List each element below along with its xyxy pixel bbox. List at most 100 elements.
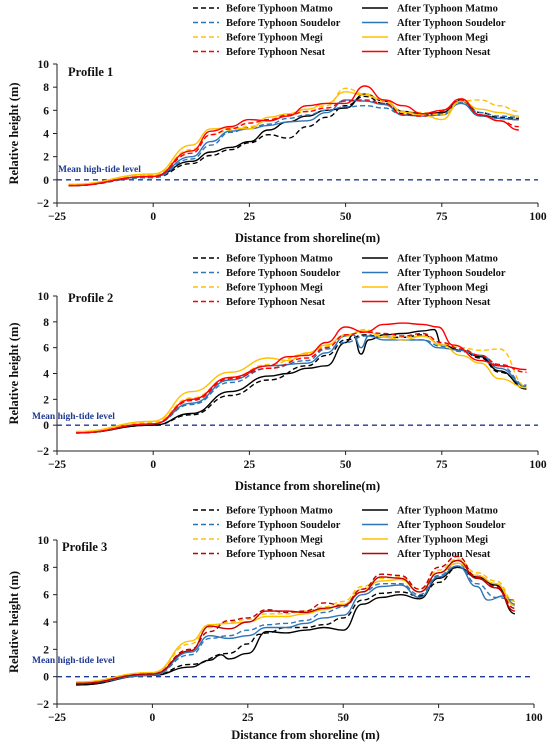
mean-high-tide-label: Mean high-tide level	[58, 165, 141, 175]
x-tick-label: −25	[48, 211, 66, 223]
series-line	[68, 99, 519, 187]
x-axis-label: Distance from shoreline(m)	[235, 479, 380, 493]
legend-entry: Before Typhoon Nesat	[226, 47, 326, 58]
legend-entry: After Typhoon Soudelor	[397, 520, 506, 531]
profile-2-chart: Before Typhoon Matmo After Typhoon Matmo B…	[7, 254, 547, 494]
legend-entry: After Typhoon Matmo	[397, 506, 498, 517]
y-tick-label: −2	[37, 198, 50, 210]
legend-entry: After Typhoon Matmo	[397, 254, 498, 265]
x-tick-label: −25	[48, 459, 66, 471]
mean-high-tide-label: Mean high-tide level	[32, 412, 115, 422]
y-tick-label: 8	[43, 317, 49, 329]
x-axis-label: Distance from shoreline (m)	[231, 728, 379, 742]
legend-entry: After Typhoon Megi	[397, 535, 488, 546]
x-axis-label: Distance from shoreline(m)	[235, 231, 380, 245]
profile-1-chart: Before Typhoon Matmo After Typhoon Matmo B…	[7, 4, 547, 246]
x-tick-label: 0	[150, 459, 156, 471]
legend-entry: After Typhoon Megi	[397, 283, 488, 294]
legend-entry: After Typhoon Nesat	[397, 47, 491, 58]
series-line	[76, 562, 515, 685]
legend-entry: Before Typhoon Soudelor	[226, 268, 341, 279]
y-axis-label: Relative height (m)	[7, 571, 21, 673]
legend-entry: Before Typhoon Nesat	[226, 549, 326, 560]
x-tick-label: 25	[244, 211, 256, 223]
x-tick-label: 25	[244, 459, 256, 471]
profile-title: Profile 3	[62, 540, 107, 554]
y-tick-label: 2	[43, 152, 49, 164]
y-tick-label: 0	[43, 420, 49, 432]
series-line	[76, 566, 516, 686]
profile-3-chart: Before Typhoon Matmo After Typhoon Matmo B…	[7, 506, 543, 743]
legend-entry: After Typhoon Megi	[397, 33, 488, 44]
legend-entry: Before Typhoon Matmo	[226, 506, 333, 517]
legend-entry: After Typhoon Nesat	[397, 549, 491, 560]
y-tick-label: 2	[43, 644, 49, 656]
legend: Before Typhoon Matmo After Typhoon Matmo B…	[193, 506, 506, 560]
x-tick-label: −25	[48, 712, 66, 724]
y-tick-label: 6	[43, 105, 49, 117]
y-tick-label: 10	[38, 59, 50, 71]
legend-entry: After Typhoon Matmo	[397, 4, 498, 15]
series-line	[76, 559, 516, 685]
legend-entry: Before Typhoon Megi	[226, 33, 323, 44]
y-tick-label: 4	[43, 369, 49, 381]
series-line	[68, 99, 519, 187]
y-tick-label: 4	[43, 129, 49, 141]
legend: Before Typhoon Matmo After Typhoon Matmo B…	[193, 4, 506, 58]
y-tick-label: 8	[43, 82, 49, 94]
series-line	[76, 565, 516, 685]
legend-entry: Before Typhoon Matmo	[226, 4, 333, 15]
series-line	[76, 331, 527, 434]
x-tick-label: 75	[436, 459, 448, 471]
x-tick-label: 50	[340, 459, 352, 471]
profile-title: Profile 2	[68, 291, 113, 305]
legend-entry: Before Typhoon Megi	[226, 283, 323, 294]
x-tick-label: 100	[529, 459, 547, 471]
y-tick-label: 10	[38, 291, 50, 303]
series-line	[76, 334, 527, 434]
y-tick-label: 2	[43, 394, 49, 406]
series-line	[68, 95, 519, 187]
legend-entry: Before Typhoon Megi	[226, 535, 323, 546]
mean-high-tide-label: Mean high-tide level	[32, 656, 115, 666]
legend-entry: Before Typhoon Soudelor	[226, 18, 341, 29]
x-tick-label: 50	[340, 211, 352, 223]
y-tick-label: 6	[43, 343, 49, 355]
series-line	[76, 328, 527, 434]
x-tick-label: 0	[150, 211, 156, 223]
y-tick-label: 0	[43, 672, 49, 684]
y-tick-label: 4	[43, 617, 49, 629]
series-line	[76, 555, 516, 685]
x-tick-label: 25	[242, 712, 254, 724]
x-tick-label: 100	[529, 211, 547, 223]
series-line	[76, 328, 527, 433]
series-line	[68, 101, 519, 187]
y-tick-label: 0	[43, 175, 49, 187]
y-tick-label: −2	[37, 699, 50, 711]
x-tick-label: 50	[337, 712, 349, 724]
series-line	[76, 334, 527, 434]
series-line	[68, 91, 519, 186]
x-tick-label: 100	[525, 712, 543, 724]
y-tick-label: −2	[37, 446, 50, 458]
legend-entry: After Typhoon Soudelor	[397, 18, 506, 29]
legend-entry: After Typhoon Soudelor	[397, 268, 506, 279]
legend-entry: Before Typhoon Matmo	[226, 254, 333, 265]
legend-entry: After Typhoon Nesat	[397, 297, 491, 308]
series-line	[68, 85, 519, 187]
x-tick-label: 75	[433, 712, 445, 724]
x-tick-label: 75	[436, 211, 448, 223]
series-line	[76, 322, 527, 434]
x-tick-label: 0	[150, 712, 156, 724]
y-axis-label: Relative height (m)	[7, 322, 21, 424]
series-line	[76, 562, 516, 683]
y-tick-label: 6	[43, 590, 49, 602]
legend-entry: Before Typhoon Nesat	[226, 297, 326, 308]
y-tick-label: 10	[38, 535, 50, 547]
profile-title: Profile 1	[68, 65, 113, 79]
series-line	[76, 558, 516, 683]
legend-entry: Before Typhoon Soudelor	[226, 520, 341, 531]
y-axis-label: Relative height (m)	[7, 82, 21, 184]
y-tick-label: 8	[43, 562, 49, 574]
